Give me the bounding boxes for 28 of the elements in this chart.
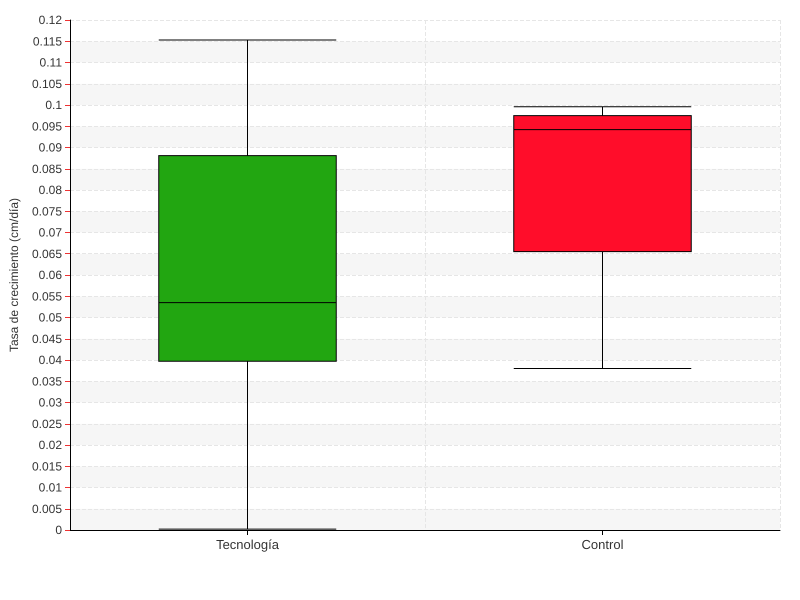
y-tick-label: 0.04: [38, 353, 62, 367]
y-tick-label: 0.015: [32, 459, 62, 474]
y-tick-label: 0.08: [38, 183, 62, 197]
y-tick-label: 0.045: [32, 332, 62, 346]
y-axis-title: Tasa de crecimiento (cm/día): [7, 198, 21, 352]
y-tick-label: 0: [55, 523, 62, 537]
y-tick-label: 0.025: [32, 416, 62, 431]
y-tick-label: 0.115: [32, 34, 62, 48]
y-tick-label: 0.085: [32, 162, 62, 176]
x-tick-label: Control: [582, 537, 624, 552]
y-tick-label: 0.07: [38, 226, 62, 240]
y-tick-label: 0.03: [38, 396, 62, 410]
y-tick-label: 0.02: [38, 438, 62, 452]
y-tick-label: 0.055: [32, 289, 62, 304]
y-tick-label: 0.06: [38, 268, 62, 282]
y-tick-label: 0.075: [32, 204, 62, 218]
y-tick-label: 0.005: [32, 502, 62, 516]
y-tick-label: 0.065: [32, 246, 62, 261]
y-tick-label: 0.1: [45, 98, 62, 112]
x-tick-label: Tecnología: [216, 537, 280, 552]
y-tick-label: 0.11: [40, 56, 62, 70]
y-tick-label: 0.105: [32, 76, 62, 91]
y-tick-label: 0.035: [32, 374, 62, 388]
y-tick-label: 0.05: [38, 310, 62, 324]
y-tick-label: 0.09: [38, 140, 62, 154]
y-tick-label: 0.01: [38, 480, 62, 494]
y-tick-label: 0.12: [38, 13, 62, 27]
y-tick-label: 0.095: [32, 119, 62, 134]
